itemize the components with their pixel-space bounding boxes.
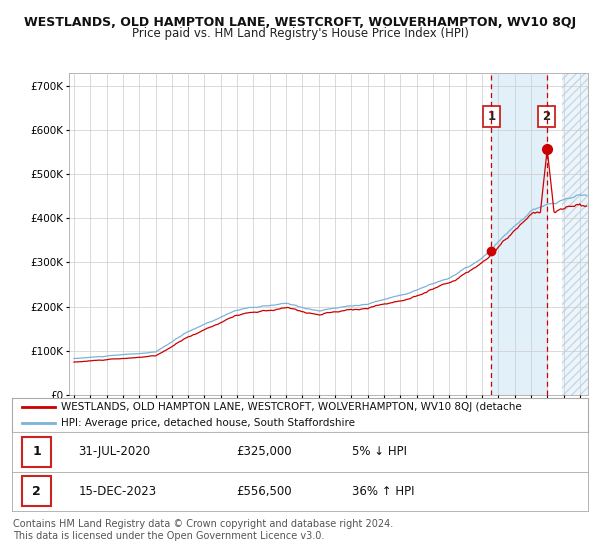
Text: 5% ↓ HPI: 5% ↓ HPI xyxy=(352,445,407,459)
Text: 2: 2 xyxy=(542,110,551,123)
Text: Price paid vs. HM Land Registry's House Price Index (HPI): Price paid vs. HM Land Registry's House … xyxy=(131,27,469,40)
Text: £556,500: £556,500 xyxy=(236,484,292,498)
Bar xyxy=(491,73,547,395)
Text: 1: 1 xyxy=(487,110,496,123)
FancyBboxPatch shape xyxy=(22,476,51,506)
Text: 31-JUL-2020: 31-JUL-2020 xyxy=(78,445,151,459)
Text: 15-DEC-2023: 15-DEC-2023 xyxy=(78,484,157,498)
Text: 1: 1 xyxy=(32,445,41,459)
Text: WESTLANDS, OLD HAMPTON LANE, WESTCROFT, WOLVERHAMPTON, WV10 8QJ: WESTLANDS, OLD HAMPTON LANE, WESTCROFT, … xyxy=(24,16,576,29)
FancyBboxPatch shape xyxy=(22,437,51,467)
Text: £325,000: £325,000 xyxy=(236,445,292,459)
Bar xyxy=(562,73,588,395)
Text: Contains HM Land Registry data © Crown copyright and database right 2024.
This d: Contains HM Land Registry data © Crown c… xyxy=(13,519,394,541)
Text: HPI: Average price, detached house, South Staffordshire: HPI: Average price, detached house, Sout… xyxy=(61,418,355,428)
Text: 2: 2 xyxy=(32,484,41,498)
Text: WESTLANDS, OLD HAMPTON LANE, WESTCROFT, WOLVERHAMPTON, WV10 8QJ (detache: WESTLANDS, OLD HAMPTON LANE, WESTCROFT, … xyxy=(61,402,522,412)
Text: 36% ↑ HPI: 36% ↑ HPI xyxy=(352,484,415,498)
